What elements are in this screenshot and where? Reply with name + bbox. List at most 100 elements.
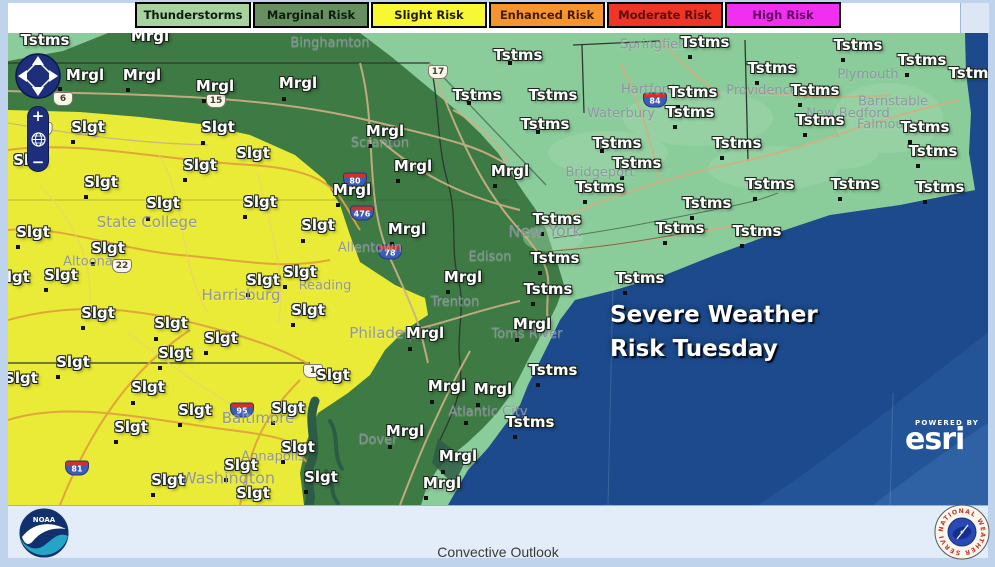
- risk-label-slgt: Slgt: [236, 484, 270, 502]
- legend-item-thunderstorms: Thunderstorms: [135, 2, 251, 28]
- city-label: Washington: [180, 468, 276, 488]
- city-dot: [908, 140, 912, 144]
- risk-label-mrgl: Mrgl: [490, 162, 530, 180]
- risk-label-slgt: Slgt: [16, 223, 50, 241]
- risk-label-tstms: Tstms: [795, 111, 845, 129]
- nws-logo[interactable]: NATIONAL WEATHER SERVICE •: [931, 499, 990, 565]
- city-dot: [282, 97, 286, 101]
- legend-item-moderate-risk: Moderate Risk: [607, 2, 723, 28]
- map-pan-control[interactable]: [15, 53, 61, 99]
- risk-label-tstms: Tstms: [493, 46, 543, 64]
- risk-label-slgt: Slgt: [283, 263, 317, 281]
- status-bar: Convective Outlook 24 hours ending at: W…: [8, 505, 988, 560]
- city-dot: [493, 184, 497, 188]
- risk-label-slgt: Slgt: [291, 301, 325, 319]
- risk-label-slgt: Slgt: [301, 216, 335, 234]
- city-dot: [446, 290, 450, 294]
- city-dot: [690, 216, 694, 220]
- city-dot: [304, 490, 308, 494]
- city-dot: [536, 383, 540, 387]
- risk-label-mrgl: Mrgl: [427, 377, 467, 395]
- risk-label-mrgl: Mrgl: [473, 380, 513, 398]
- us-route-shield-17: 17: [428, 65, 448, 79]
- city-dot: [390, 242, 394, 246]
- city-label: Dover: [358, 432, 398, 448]
- city-dot: [146, 217, 150, 221]
- risk-label-slgt: Slgt: [178, 401, 212, 419]
- city-dot: [158, 366, 162, 370]
- risk-label-tstms: Tstms: [528, 86, 578, 104]
- pan-down-arrow-icon[interactable]: [32, 87, 44, 96]
- us-route-shield-15: 15: [206, 94, 226, 108]
- city-dot: [271, 421, 275, 425]
- city-label: Annapolis: [241, 449, 305, 465]
- severe-weather-text: Severe Weather Risk Tuesday: [610, 298, 818, 366]
- city-label: New Bedford: [806, 106, 890, 122]
- risk-label-tstms: Tstms: [712, 134, 762, 152]
- city-dot: [91, 262, 95, 266]
- city-dot: [803, 133, 807, 137]
- pan-right-arrow-icon[interactable]: [49, 70, 58, 82]
- city-label: Hartford: [620, 82, 676, 98]
- city-dot: [126, 88, 130, 92]
- risk-label-tstms: Tstms: [452, 86, 502, 104]
- risk-label-slgt: Slgt: [204, 329, 238, 347]
- legend-item-enhanced-risk: Enhanced Risk: [489, 2, 605, 28]
- pan-up-arrow-icon[interactable]: [32, 56, 44, 65]
- interstate-shield-80: 80: [343, 172, 367, 188]
- city-label: Springfield: [619, 37, 691, 53]
- city-dot: [905, 73, 909, 77]
- zoom-control[interactable]: + −: [27, 106, 49, 172]
- city-dot: [508, 61, 512, 65]
- zoom-in-button[interactable]: +: [31, 107, 45, 125]
- noaa-logo[interactable]: NOAA: [18, 507, 70, 564]
- risk-label-tstms: Tstms: [612, 154, 662, 172]
- noaa-logo-text: NOAA: [33, 516, 56, 524]
- risk-label-tstms: Tstms: [665, 103, 715, 121]
- long-island-outline: [552, 192, 779, 252]
- city-label: Waterbury: [587, 106, 655, 122]
- city-dot: [396, 179, 400, 183]
- city-label: Plymouth: [837, 67, 899, 83]
- city-dot: [688, 55, 692, 59]
- city-label: Allentown: [337, 240, 403, 256]
- city-label: Binghamton: [290, 35, 370, 51]
- risk-label-slgt: Slgt: [246, 271, 280, 289]
- esri-attribution[interactable]: POWERED BY esri: [905, 419, 979, 455]
- risk-label-slgt: Slgt: [243, 193, 277, 211]
- risk-label-mrgl: Mrgl: [332, 181, 372, 199]
- zoom-out-button[interactable]: −: [31, 153, 45, 171]
- city-dot: [81, 326, 85, 330]
- risk-label-mrgl: Mrgl: [365, 122, 405, 140]
- map-viewport[interactable]: 621915172218447681957880 BinghamtonSprin…: [8, 33, 988, 505]
- legend-item-slight-risk: Slight Risk: [371, 2, 487, 28]
- risk-label-slgt: Slgt: [304, 468, 338, 486]
- risk-label-tstms: Tstms: [732, 222, 782, 240]
- city-dot: [720, 156, 724, 160]
- city-dot: [620, 176, 624, 180]
- city-dot: [301, 239, 305, 243]
- city-dot: [283, 285, 287, 289]
- pan-left-arrow-icon[interactable]: [18, 70, 27, 82]
- pan-pad-icon: [15, 53, 61, 99]
- city-dot: [623, 291, 627, 295]
- risk-label-tstms: Tstms: [668, 83, 718, 101]
- city-label: Baltimore: [221, 409, 295, 427]
- risk-label-slgt: Slgt: [154, 314, 188, 332]
- city-dot: [202, 99, 206, 103]
- risk-label-tstms: Tstms: [680, 33, 730, 51]
- chesapeake-bay: [303, 396, 344, 505]
- city-dot: [531, 302, 535, 306]
- city-dot: [281, 460, 285, 464]
- city-dot: [841, 58, 845, 62]
- risk-label-mrgl: Mrgl: [387, 220, 427, 238]
- globe-icon[interactable]: [30, 131, 46, 147]
- city-dot: [600, 149, 604, 153]
- city-label: Atlantic City: [448, 404, 528, 420]
- risk-label-tstms: Tstms: [790, 81, 840, 99]
- city-dot: [44, 288, 48, 292]
- severe-weather-line2: Risk Tuesday: [610, 336, 778, 362]
- ocean-region: [448, 33, 988, 505]
- risk-label-slgt: Slgt: [224, 456, 258, 474]
- risk-label-slgt: Slgt: [146, 194, 180, 212]
